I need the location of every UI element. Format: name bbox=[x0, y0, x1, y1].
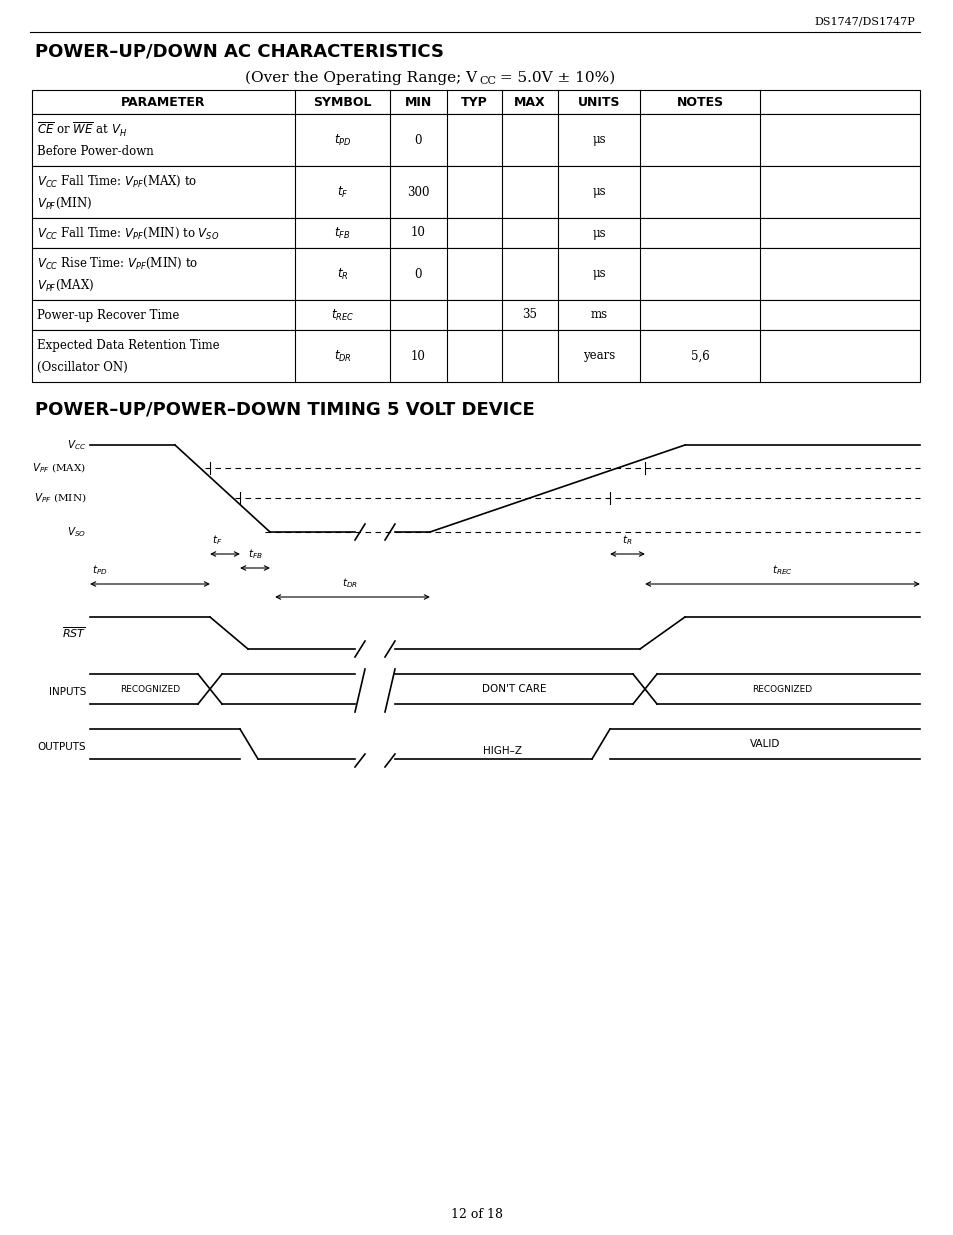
Text: VALID: VALID bbox=[749, 739, 780, 748]
Text: DON'T CARE: DON'T CARE bbox=[481, 684, 546, 694]
Text: = 5.0V ± 10%): = 5.0V ± 10%) bbox=[495, 70, 615, 85]
Text: 300: 300 bbox=[407, 185, 429, 199]
Text: $t_F$: $t_F$ bbox=[336, 184, 348, 200]
Text: $t_{DR}$: $t_{DR}$ bbox=[334, 348, 351, 363]
Bar bbox=[32, 165, 919, 219]
Bar bbox=[32, 248, 919, 300]
Text: 12 of 18: 12 of 18 bbox=[451, 1209, 502, 1221]
Text: $t_{FB}$: $t_{FB}$ bbox=[248, 547, 262, 561]
Text: Before Power-down: Before Power-down bbox=[37, 144, 153, 158]
Text: μs: μs bbox=[592, 268, 605, 280]
Text: $V_{PF}$ (MIN): $V_{PF}$ (MIN) bbox=[33, 492, 86, 505]
Text: POWER–UP/DOWN AC CHARACTERISTICS: POWER–UP/DOWN AC CHARACTERISTICS bbox=[35, 42, 443, 61]
Text: 10: 10 bbox=[411, 350, 425, 363]
Text: $t_{PD}$: $t_{PD}$ bbox=[334, 132, 351, 147]
Text: μs: μs bbox=[592, 133, 605, 147]
Text: 0: 0 bbox=[415, 133, 422, 147]
Text: Expected Data Retention Time: Expected Data Retention Time bbox=[37, 340, 219, 352]
Bar bbox=[32, 219, 919, 248]
Bar bbox=[32, 330, 919, 382]
Text: INPUTS: INPUTS bbox=[49, 687, 86, 697]
Text: $t_F$: $t_F$ bbox=[212, 534, 222, 547]
Text: POWER–UP/POWER–DOWN TIMING 5 VOLT DEVICE: POWER–UP/POWER–DOWN TIMING 5 VOLT DEVICE bbox=[35, 400, 535, 417]
Text: $V_{PF}$(MAX): $V_{PF}$(MAX) bbox=[37, 278, 94, 293]
Text: Power-up Recover Time: Power-up Recover Time bbox=[37, 309, 179, 321]
Bar bbox=[32, 300, 919, 330]
Text: MAX: MAX bbox=[514, 95, 545, 109]
Text: UNITS: UNITS bbox=[578, 95, 619, 109]
Text: μs: μs bbox=[592, 226, 605, 240]
Text: $t_{DR}$: $t_{DR}$ bbox=[341, 577, 357, 590]
Text: 0: 0 bbox=[415, 268, 422, 280]
Text: 10: 10 bbox=[411, 226, 425, 240]
Text: (Over the Operating Range; V: (Over the Operating Range; V bbox=[245, 70, 476, 85]
Text: RECOGNIZED: RECOGNIZED bbox=[120, 684, 180, 694]
Text: OUTPUTS: OUTPUTS bbox=[37, 742, 86, 752]
Text: $\overline{CE}$ or $\overline{WE}$ at $V_H$: $\overline{CE}$ or $\overline{WE}$ at $V… bbox=[37, 121, 127, 138]
Text: 5,6: 5,6 bbox=[690, 350, 709, 363]
Text: RECOGNIZED: RECOGNIZED bbox=[752, 684, 812, 694]
Text: DS1747/DS1747P: DS1747/DS1747P bbox=[814, 17, 914, 27]
Text: MIN: MIN bbox=[404, 95, 432, 109]
Text: $V_{CC}$ Fall Time: $V_{PF}$(MAX) to: $V_{CC}$ Fall Time: $V_{PF}$(MAX) to bbox=[37, 174, 197, 189]
Text: SYMBOL: SYMBOL bbox=[313, 95, 372, 109]
Text: μs: μs bbox=[592, 185, 605, 199]
Text: $\overline{RST}$: $\overline{RST}$ bbox=[62, 626, 86, 640]
Text: HIGH–Z: HIGH–Z bbox=[482, 746, 521, 756]
Text: $V_{SO}$: $V_{SO}$ bbox=[67, 525, 86, 538]
Text: $t_{REC}$: $t_{REC}$ bbox=[331, 308, 354, 322]
Text: NOTES: NOTES bbox=[676, 95, 722, 109]
Bar bbox=[32, 114, 919, 165]
Bar bbox=[32, 90, 919, 114]
Text: $V_{CC}$ Fall Time: $V_{PF}$(MIN) to $V_{SO}$: $V_{CC}$ Fall Time: $V_{PF}$(MIN) to $V_… bbox=[37, 226, 219, 241]
Text: $V_{CC}$: $V_{CC}$ bbox=[67, 438, 86, 452]
Text: years: years bbox=[582, 350, 615, 363]
Text: $t_{PD}$: $t_{PD}$ bbox=[91, 563, 108, 577]
Text: $t_R$: $t_R$ bbox=[621, 534, 632, 547]
Text: $t_{FB}$: $t_{FB}$ bbox=[334, 226, 351, 241]
Text: $V_{PF}$ (MAX): $V_{PF}$ (MAX) bbox=[31, 461, 86, 474]
Text: ms: ms bbox=[590, 309, 607, 321]
Text: 35: 35 bbox=[522, 309, 537, 321]
Text: $V_{CC}$ Rise Time: $V_{PF}$(MIN) to: $V_{CC}$ Rise Time: $V_{PF}$(MIN) to bbox=[37, 256, 198, 272]
Text: $t_R$: $t_R$ bbox=[336, 267, 348, 282]
Text: $t_{REC}$: $t_{REC}$ bbox=[771, 563, 792, 577]
Text: (Oscillator ON): (Oscillator ON) bbox=[37, 361, 128, 374]
Text: TYP: TYP bbox=[460, 95, 487, 109]
Text: PARAMETER: PARAMETER bbox=[121, 95, 206, 109]
Text: $V_{PF}$(MIN): $V_{PF}$(MIN) bbox=[37, 196, 92, 211]
Text: CC: CC bbox=[478, 77, 496, 86]
